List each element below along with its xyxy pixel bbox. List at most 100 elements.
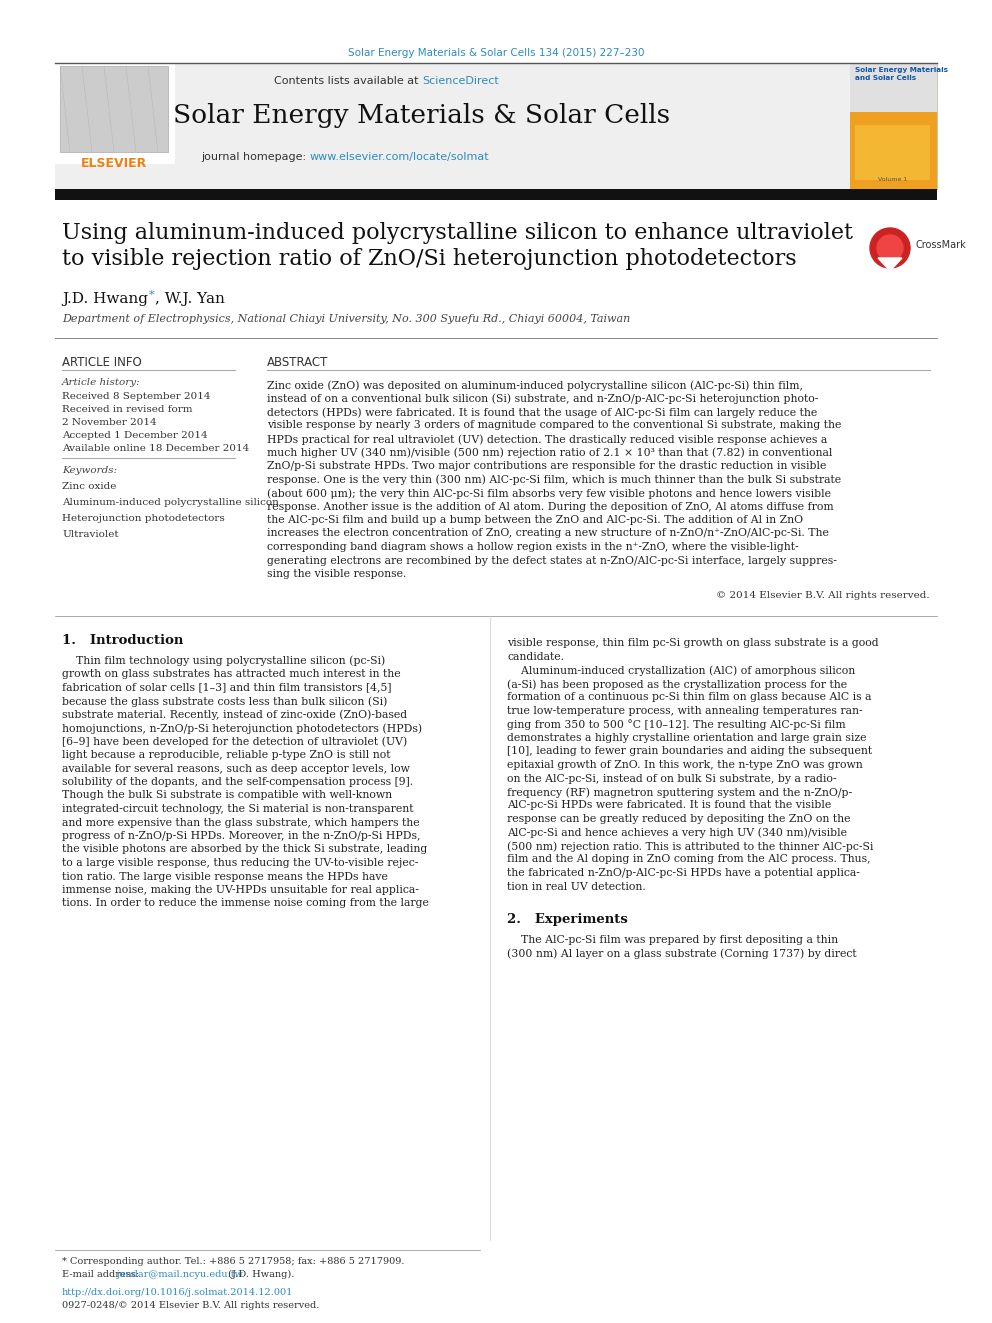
- Text: Available online 18 December 2014: Available online 18 December 2014: [62, 445, 249, 452]
- Text: J.D. Hwang: J.D. Hwang: [62, 292, 148, 306]
- Text: visible response, thin film pc-Si growth on glass substrate is a good: visible response, thin film pc-Si growth…: [507, 639, 879, 648]
- Bar: [850, 112, 937, 189]
- Text: ELSEVIER: ELSEVIER: [81, 157, 147, 169]
- Text: E-mail address:: E-mail address:: [62, 1270, 142, 1279]
- Text: 2.   Experiments: 2. Experiments: [507, 913, 628, 926]
- Text: candidate.: candidate.: [507, 652, 564, 662]
- Text: (a-Si) has been proposed as the crystallization process for the: (a-Si) has been proposed as the crystall…: [507, 679, 847, 689]
- Text: journal homepage:: journal homepage:: [201, 152, 310, 161]
- Text: demonstrates a highly crystalline orientation and large grain size: demonstrates a highly crystalline orient…: [507, 733, 866, 744]
- Bar: [55, 189, 937, 200]
- Text: instead of on a conventional bulk silicon (Si) substrate, and n-ZnO/p-AlC-pc-Si : instead of on a conventional bulk silico…: [267, 393, 818, 404]
- Text: Thin film technology using polycrystalline silicon (pc-Si): Thin film technology using polycrystalli…: [62, 655, 385, 665]
- Text: ABSTRACT: ABSTRACT: [267, 356, 328, 369]
- Text: Solar Energy Materials & Solar Cells: Solar Energy Materials & Solar Cells: [174, 103, 671, 128]
- Text: ARTICLE INFO: ARTICLE INFO: [62, 356, 142, 369]
- Text: http://dx.doi.org/10.1016/j.solmat.2014.12.001: http://dx.doi.org/10.1016/j.solmat.2014.…: [62, 1289, 294, 1297]
- Text: available for several reasons, such as deep acceptor levels, low: available for several reasons, such as d…: [62, 763, 410, 774]
- Text: to a large visible response, thus reducing the UV-to-visible rejec-: to a large visible response, thus reduci…: [62, 859, 419, 868]
- Bar: [55, 64, 937, 189]
- Text: Zinc oxide: Zinc oxide: [62, 482, 116, 491]
- Text: much higher UV (340 nm)/visible (500 nm) rejection ratio of 2.1 × 10³ than that : much higher UV (340 nm)/visible (500 nm)…: [267, 447, 832, 458]
- Text: corresponding band diagram shows a hollow region exists in the n⁺-ZnO, where the: corresponding band diagram shows a hollo…: [267, 542, 799, 552]
- Text: Volume 1: Volume 1: [878, 177, 908, 183]
- Text: substrate material. Recently, instead of zinc-oxide (ZnO)-based: substrate material. Recently, instead of…: [62, 709, 407, 720]
- Text: ScienceDirect: ScienceDirect: [422, 75, 499, 86]
- Text: Article history:: Article history:: [62, 378, 141, 388]
- Text: true low-temperature process, with annealing temperatures ran-: true low-temperature process, with annea…: [507, 706, 863, 716]
- Text: Accepted 1 December 2014: Accepted 1 December 2014: [62, 431, 207, 441]
- Text: Zinc oxide (ZnO) was deposited on aluminum-induced polycrystalline silicon (AlC-: Zinc oxide (ZnO) was deposited on alumin…: [267, 380, 803, 390]
- Text: *: *: [149, 290, 155, 300]
- Text: (500 nm) rejection ratio. This is attributed to the thinner AlC-pc-Si: (500 nm) rejection ratio. This is attrib…: [507, 841, 873, 852]
- Text: because the glass substrate costs less than bulk silicon (Si): because the glass substrate costs less t…: [62, 696, 387, 706]
- Text: detectors (HPDs) were fabricated. It is found that the usage of AlC-pc-Si film c: detectors (HPDs) were fabricated. It is …: [267, 407, 817, 418]
- Text: Solar Energy Materials & Solar Cells 134 (2015) 227–230: Solar Energy Materials & Solar Cells 134…: [348, 48, 644, 58]
- Text: formation of a continuous pc-Si thin film on glass because AlC is a: formation of a continuous pc-Si thin fil…: [507, 692, 872, 703]
- Text: ging from 350 to 500 °C [10–12]. The resulting AlC-pc-Si film: ging from 350 to 500 °C [10–12]. The res…: [507, 720, 845, 730]
- Text: Though the bulk Si substrate is compatible with well-known: Though the bulk Si substrate is compatib…: [62, 791, 392, 800]
- Text: Using aluminum-induced polycrystalline silicon to enhance ultraviolet: Using aluminum-induced polycrystalline s…: [62, 222, 853, 243]
- Text: homojunctions, n-ZnO/p-Si heterojunction photodetectors (HPDs): homojunctions, n-ZnO/p-Si heterojunction…: [62, 722, 423, 733]
- Text: the visible photons are absorbed by the thick Si substrate, leading: the visible photons are absorbed by the …: [62, 844, 428, 855]
- Text: sing the visible response.: sing the visible response.: [267, 569, 407, 579]
- Text: light because a reproducible, reliable p-type ZnO is still not: light because a reproducible, reliable p…: [62, 750, 391, 759]
- Text: , W.J. Yan: , W.J. Yan: [155, 292, 225, 306]
- Text: ZnO/p-Si substrate HPDs. Two major contributions are responsible for the drastic: ZnO/p-Si substrate HPDs. Two major contr…: [267, 460, 826, 471]
- Text: progress of n-ZnO/p-Si HPDs. Moreover, in the n-ZnO/p-Si HPDs,: progress of n-ZnO/p-Si HPDs. Moreover, i…: [62, 831, 421, 841]
- Text: © 2014 Elsevier B.V. All rights reserved.: © 2014 Elsevier B.V. All rights reserved…: [716, 590, 930, 599]
- Text: HPDs practical for real ultraviolet (UV) detection. The drastically reduced visi: HPDs practical for real ultraviolet (UV)…: [267, 434, 827, 445]
- Text: 2 November 2014: 2 November 2014: [62, 418, 157, 427]
- Bar: [855, 124, 930, 180]
- Text: www.elsevier.com/locate/solmat: www.elsevier.com/locate/solmat: [310, 152, 490, 161]
- Text: tions. In order to reduce the immense noise coming from the large: tions. In order to reduce the immense no…: [62, 898, 429, 909]
- Polygon shape: [878, 258, 902, 271]
- Text: (J.D. Hwang).: (J.D. Hwang).: [225, 1270, 295, 1279]
- Text: to visible rejection ratio of ZnO/Si heterojunction photodetectors: to visible rejection ratio of ZnO/Si het…: [62, 247, 797, 270]
- Text: [6–9] have been developed for the detection of ultraviolet (UV): [6–9] have been developed for the detect…: [62, 737, 408, 747]
- Text: growth on glass substrates has attracted much interest in the: growth on glass substrates has attracted…: [62, 669, 401, 679]
- Text: frequency (RF) magnetron sputtering system and the n-ZnO/p-: frequency (RF) magnetron sputtering syst…: [507, 787, 852, 798]
- Circle shape: [870, 228, 910, 269]
- Text: Ultraviolet: Ultraviolet: [62, 531, 119, 538]
- Text: immense noise, making the UV-HPDs unsuitable for real applica-: immense noise, making the UV-HPDs unsuit…: [62, 885, 419, 894]
- Text: the fabricated n-ZnO/p-AlC-pc-Si HPDs have a potential applica-: the fabricated n-ZnO/p-AlC-pc-Si HPDs ha…: [507, 868, 860, 878]
- Text: (300 nm) Al layer on a glass substrate (Corning 1737) by direct: (300 nm) Al layer on a glass substrate (…: [507, 949, 857, 959]
- Text: Aluminum-induced crystallization (AlC) of amorphous silicon: Aluminum-induced crystallization (AlC) o…: [507, 665, 855, 676]
- Text: jundar@mail.ncyu.edu.tw: jundar@mail.ncyu.edu.tw: [117, 1270, 244, 1279]
- Text: response. One is the very thin (300 nm) AlC-pc-Si film, which is much thinner th: response. One is the very thin (300 nm) …: [267, 475, 841, 486]
- Text: visible response by nearly 3 orders of magnitude compared to the conventional Si: visible response by nearly 3 orders of m…: [267, 421, 841, 430]
- Text: [10], leading to fewer grain boundaries and aiding the subsequent: [10], leading to fewer grain boundaries …: [507, 746, 872, 757]
- Bar: [55, 64, 175, 164]
- Text: Received 8 September 2014: Received 8 September 2014: [62, 392, 210, 401]
- Text: response can be greatly reduced by depositing the ZnO on the: response can be greatly reduced by depos…: [507, 814, 850, 824]
- Bar: [850, 64, 937, 189]
- Text: response. Another issue is the addition of Al atom. During the deposition of ZnO: response. Another issue is the addition …: [267, 501, 833, 512]
- Text: generating electrons are recombined by the defect states at n-ZnO/AlC-pc-Si inte: generating electrons are recombined by t…: [267, 556, 837, 565]
- Text: tion ratio. The large visible response means the HPDs have: tion ratio. The large visible response m…: [62, 872, 388, 881]
- Text: integrated-circuit technology, the Si material is non-transparent: integrated-circuit technology, the Si ma…: [62, 804, 414, 814]
- Text: fabrication of solar cells [1–3] and thin film transistors [4,5]: fabrication of solar cells [1–3] and thi…: [62, 683, 392, 692]
- Text: The AlC-pc-Si film was prepared by first depositing a thin: The AlC-pc-Si film was prepared by first…: [507, 935, 838, 945]
- Text: on the AlC-pc-Si, instead of on bulk Si substrate, by a radio-: on the AlC-pc-Si, instead of on bulk Si …: [507, 774, 836, 783]
- Text: Received in revised form: Received in revised form: [62, 405, 192, 414]
- Text: film and the Al doping in ZnO coming from the AlC process. Thus,: film and the Al doping in ZnO coming fro…: [507, 855, 871, 864]
- Text: 1.   Introduction: 1. Introduction: [62, 634, 184, 647]
- Text: Department of Electrophysics, National Chiayi University, No. 300 Syuefu Rd., Ch: Department of Electrophysics, National C…: [62, 314, 630, 324]
- Text: Keywords:: Keywords:: [62, 466, 117, 475]
- Bar: [60, 66, 168, 152]
- Bar: [850, 64, 937, 112]
- Text: and more expensive than the glass substrate, which hampers the: and more expensive than the glass substr…: [62, 818, 420, 827]
- Circle shape: [877, 235, 903, 261]
- Text: AlC-pc-Si and hence achieves a very high UV (340 nm)/visible: AlC-pc-Si and hence achieves a very high…: [507, 827, 847, 837]
- Text: Heterojunction photodetectors: Heterojunction photodetectors: [62, 515, 225, 523]
- Text: Contents lists available at: Contents lists available at: [274, 75, 422, 86]
- Text: Aluminum-induced polycrystalline silicon: Aluminum-induced polycrystalline silicon: [62, 497, 279, 507]
- Text: AlC-pc-Si HPDs were fabricated. It is found that the visible: AlC-pc-Si HPDs were fabricated. It is fo…: [507, 800, 831, 811]
- Text: tion in real UV detection.: tion in real UV detection.: [507, 881, 646, 892]
- Text: CrossMark: CrossMark: [915, 239, 966, 250]
- Text: (about 600 μm); the very thin AlC-pc-Si film absorbs very few visible photons an: (about 600 μm); the very thin AlC-pc-Si …: [267, 488, 831, 499]
- Text: Solar Energy Materials
and Solar Cells: Solar Energy Materials and Solar Cells: [855, 67, 948, 81]
- Text: * Corresponding author. Tel.: +886 5 2717958; fax: +886 5 2717909.: * Corresponding author. Tel.: +886 5 271…: [62, 1257, 405, 1266]
- Text: increases the electron concentration of ZnO, creating a new structure of n-ZnO/n: increases the electron concentration of …: [267, 528, 829, 538]
